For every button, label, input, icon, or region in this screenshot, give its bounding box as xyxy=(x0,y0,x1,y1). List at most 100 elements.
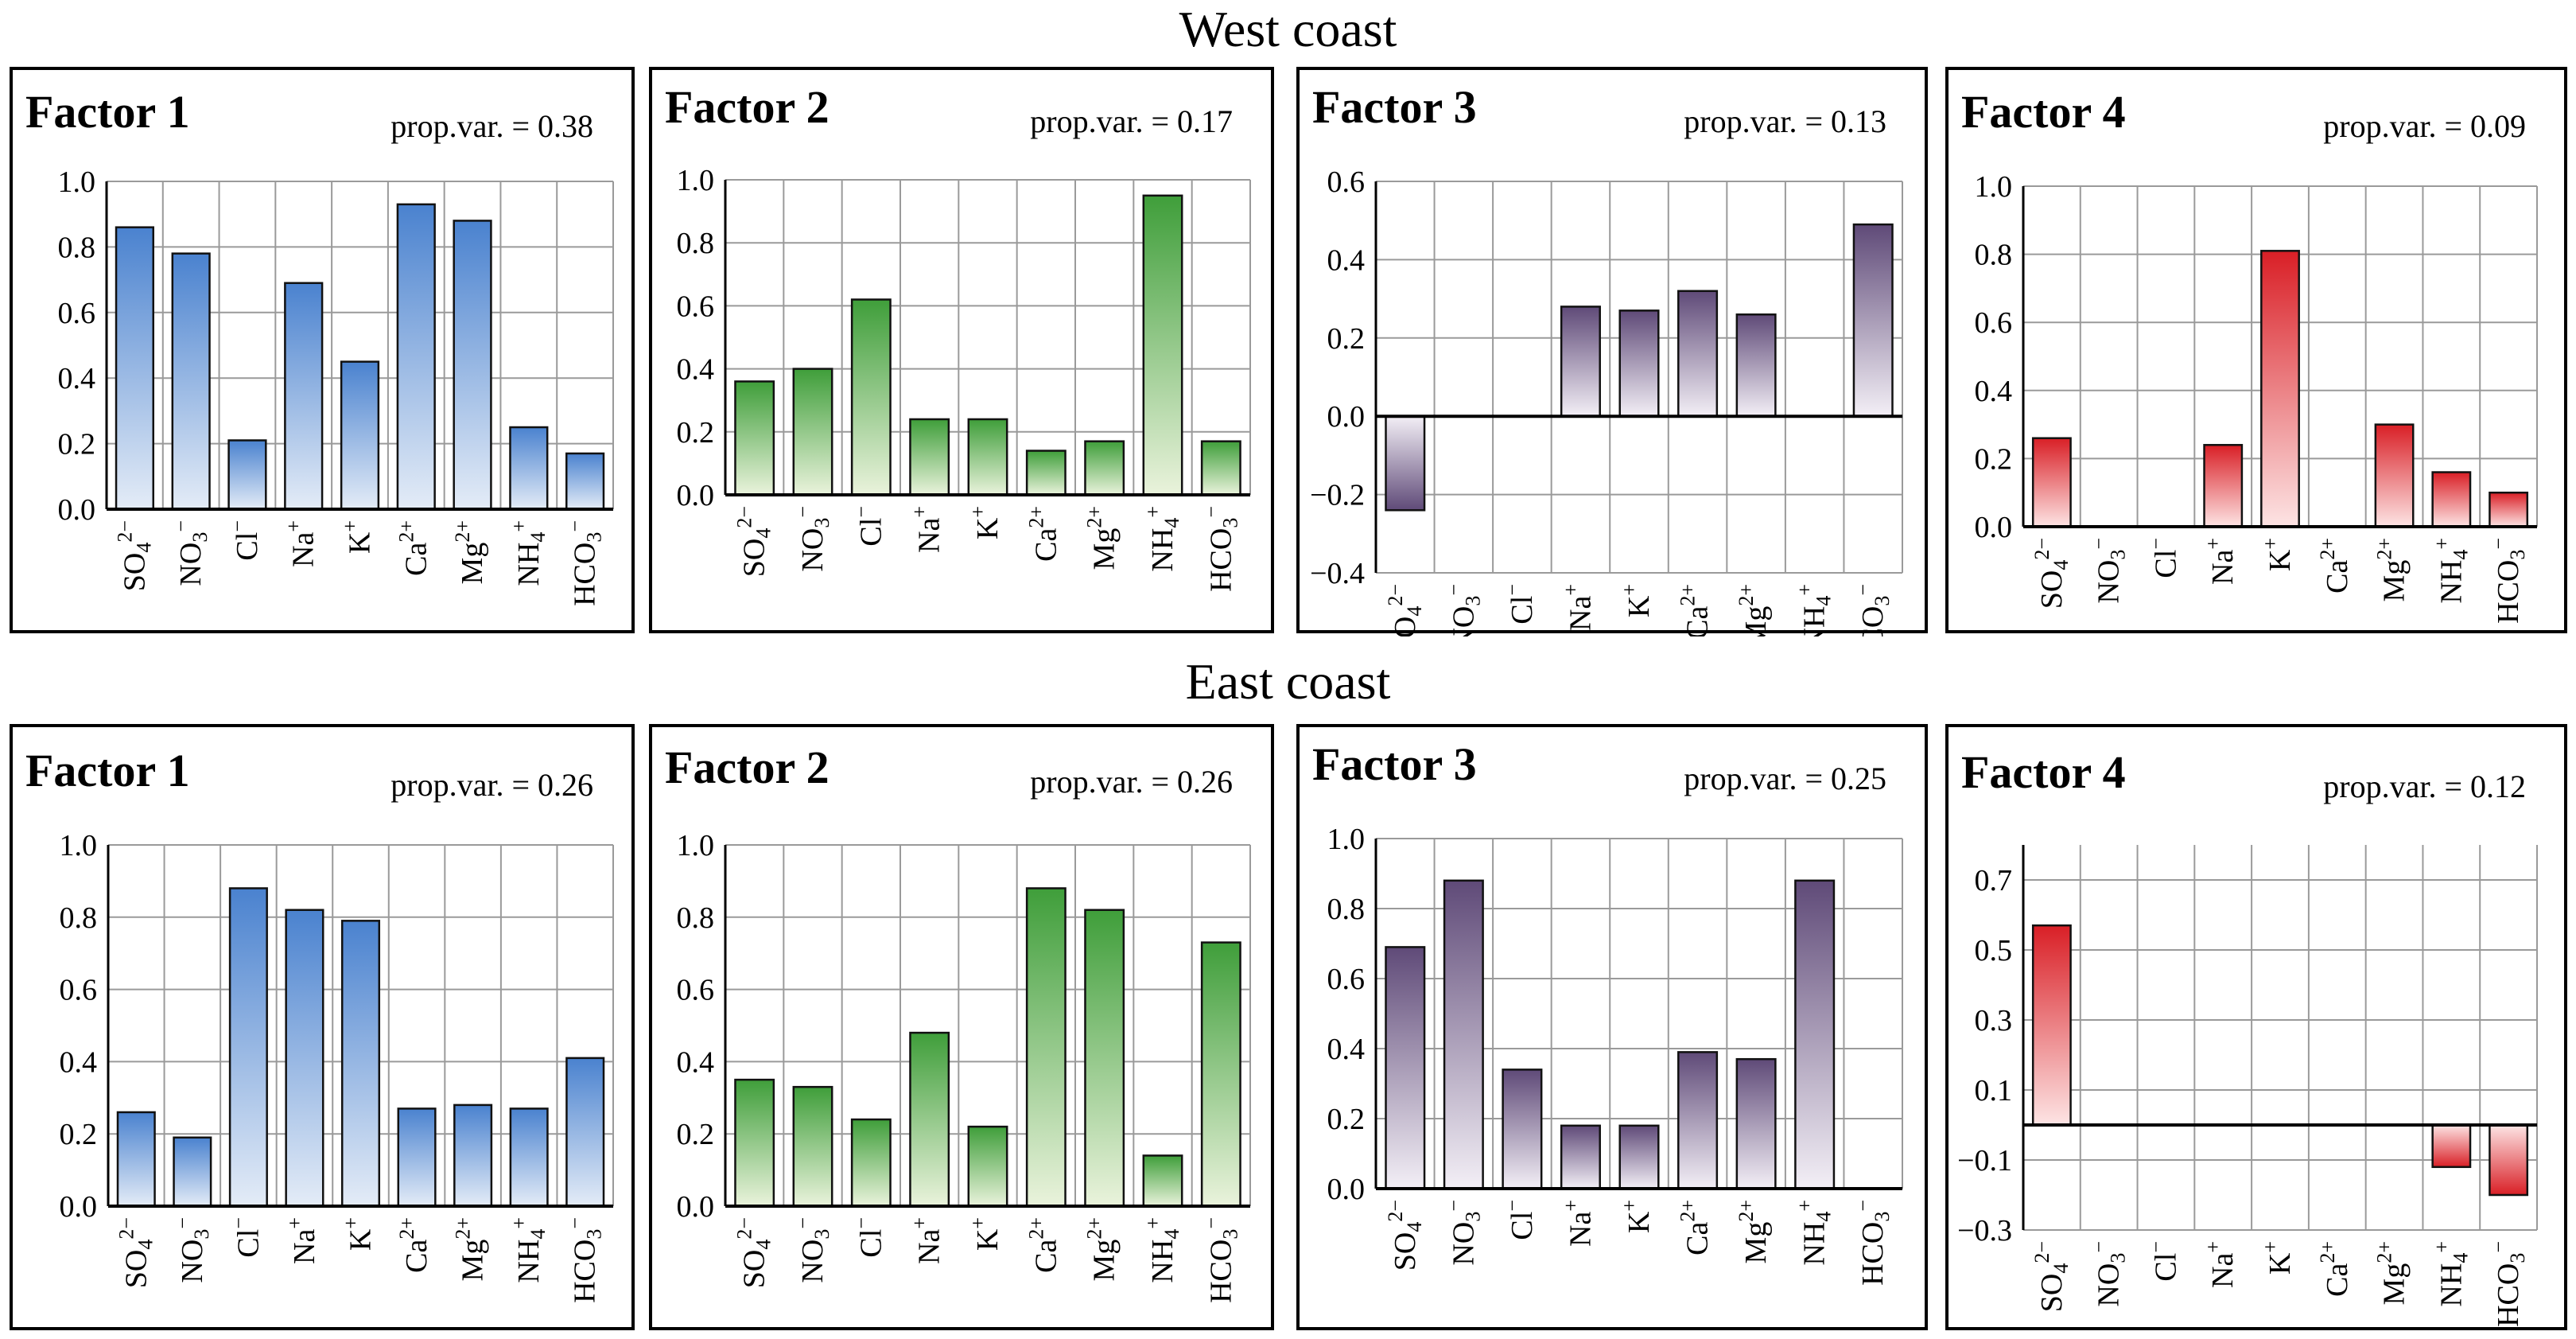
y-tick-label: 0.6 xyxy=(1975,306,2013,340)
prop-var-label: prop.var. = 0.26 xyxy=(390,767,593,803)
bar-5 xyxy=(397,1107,437,1208)
y-tick-label: 0.4 xyxy=(677,1045,715,1079)
bar-4 xyxy=(340,360,380,511)
category-label: NO3− xyxy=(171,1217,213,1283)
bar-3 xyxy=(1560,1124,1601,1190)
factor-title: Factor 3 xyxy=(1312,738,1477,790)
y-tick-label: 0.4 xyxy=(60,1045,98,1079)
category-label: NH4+ xyxy=(1793,584,1836,636)
bar-8 xyxy=(1200,941,1241,1208)
category-label: Ca2+ xyxy=(395,1217,433,1273)
category-label: Ca2+ xyxy=(2316,538,2354,594)
category-label: Cl− xyxy=(227,1217,265,1258)
category-label: SO42− xyxy=(115,1217,157,1288)
category-label: NO3− xyxy=(169,520,212,586)
bar-1 xyxy=(792,368,833,496)
y-tick-label: 1.0 xyxy=(60,829,98,862)
bar-7 xyxy=(1794,879,1836,1190)
factor-title: Factor 4 xyxy=(1961,86,2126,138)
y-tick-label: 0.8 xyxy=(1975,239,2013,272)
factor-title: Factor 2 xyxy=(665,742,830,793)
prop-var-label: prop.var. = 0.26 xyxy=(1030,764,1233,800)
category-label: K+ xyxy=(340,1217,378,1251)
y-tick-label: 0.0 xyxy=(1327,1173,1366,1206)
category-label: Na+ xyxy=(2201,1241,2240,1288)
bar-4 xyxy=(2260,250,2300,528)
y-tick-label: 0.0 xyxy=(1975,511,2013,544)
bar-6 xyxy=(1084,440,1125,496)
bar-5 xyxy=(1677,290,1719,418)
category-label: Mg2+ xyxy=(1735,584,1773,636)
bar-3 xyxy=(2203,444,2244,528)
bar-6 xyxy=(1735,1057,1777,1190)
east-factor-1-chart: Factor 1 prop.var. = 0.26 0.0 0.2 0.4 0.6 0.8 1… xyxy=(25,745,614,1303)
bar-0 xyxy=(734,1078,775,1208)
y-tick-label: 0.6 xyxy=(1327,165,1366,199)
category-label: SO42− xyxy=(1384,584,1426,636)
category-label: HCO3− xyxy=(2487,1241,2529,1327)
category-label: SO42− xyxy=(2030,538,2073,609)
bar-3 xyxy=(285,909,324,1208)
category-label: NH4+ xyxy=(1141,506,1183,572)
y-tick-label: 0.2 xyxy=(677,416,715,450)
category-label: NO3− xyxy=(1442,584,1484,636)
bar-4 xyxy=(967,1125,1008,1208)
west-factor-3-chart: Factor 3 prop.var. = 0.13 −0.4 −0.2 0.0 0.2 0.… xyxy=(1310,81,1903,636)
bar-6 xyxy=(1084,909,1125,1208)
y-tick-label: 1.0 xyxy=(58,165,96,199)
bar-4 xyxy=(1618,309,1660,418)
west-factor-4-panel: Factor 4 prop.var. = 0.09 0.0 0.2 0.4 0.6 0.8 1… xyxy=(1945,67,2567,633)
y-tick-label: 0.0 xyxy=(677,479,715,512)
bar-8 xyxy=(1200,440,1241,496)
category-label: Mg2+ xyxy=(2373,1241,2411,1305)
prop-var-label: prop.var. = 0.13 xyxy=(1684,103,1886,139)
category-label: Na+ xyxy=(283,1217,321,1264)
bar-2 xyxy=(850,1118,892,1208)
category-label: Mg2+ xyxy=(1083,1217,1121,1281)
bar-8 xyxy=(2489,491,2529,528)
bar-7 xyxy=(2431,1123,2472,1169)
category-label: Na+ xyxy=(282,520,321,567)
category-label: SO42− xyxy=(1384,1200,1426,1271)
category-label: NO3− xyxy=(2088,1241,2130,1307)
category-label: Na+ xyxy=(908,506,946,553)
bar-0 xyxy=(2031,924,2072,1127)
category-label: HCO3− xyxy=(2487,538,2529,624)
y-tick-label: 0.6 xyxy=(58,297,96,330)
y-tick-label: 0.2 xyxy=(677,1118,715,1151)
category-label: HCO3− xyxy=(1199,506,1241,592)
y-tick-label: 0.8 xyxy=(60,901,98,935)
category-label: HCO3− xyxy=(1851,1200,1894,1286)
category-label: NH4+ xyxy=(2430,538,2472,604)
bar-7 xyxy=(2431,471,2472,528)
y-tick-label: 0.6 xyxy=(1327,963,1366,996)
category-label: NO3− xyxy=(2088,538,2130,604)
factor-title: Factor 4 xyxy=(1961,746,2126,798)
category-label: NH4+ xyxy=(507,520,550,586)
bar-8 xyxy=(565,1057,605,1208)
category-label: SO42− xyxy=(113,520,155,591)
bar-4 xyxy=(340,920,381,1208)
category-label: HCO3− xyxy=(1199,1217,1241,1303)
category-label: K+ xyxy=(2259,1241,2297,1275)
category-label: Na+ xyxy=(2201,538,2240,585)
category-label: NO3− xyxy=(791,1217,833,1283)
category-label: Mg2+ xyxy=(451,520,489,584)
east-coast-title: East coast xyxy=(1185,653,1391,710)
y-tick-label: 0.2 xyxy=(58,428,96,461)
y-tick-label: 0.8 xyxy=(1327,893,1366,926)
y-tick-label: 0.4 xyxy=(58,362,96,395)
bar-0 xyxy=(115,226,154,511)
east-factor-2-panel: Factor 2 prop.var. = 0.26 0.0 0.2 0.4 0.6 0.8 1… xyxy=(649,724,1274,1330)
factor-title: Factor 1 xyxy=(25,745,190,796)
bar-6 xyxy=(453,220,492,511)
y-tick-label: 0.4 xyxy=(1327,1033,1366,1066)
category-label: NH4+ xyxy=(2430,1241,2472,1307)
bar-0 xyxy=(2031,437,2072,528)
west-factor-1-panel: Factor 1 prop.var. = 0.38 0.0 0.2 0.4 0.6 0.8 1… xyxy=(10,67,635,633)
category-label: Cl− xyxy=(849,506,888,547)
y-tick-label: 0.8 xyxy=(677,901,715,935)
bar-2 xyxy=(227,439,267,511)
category-label: Ca2+ xyxy=(1677,1200,1715,1255)
bar-6 xyxy=(453,1104,493,1208)
